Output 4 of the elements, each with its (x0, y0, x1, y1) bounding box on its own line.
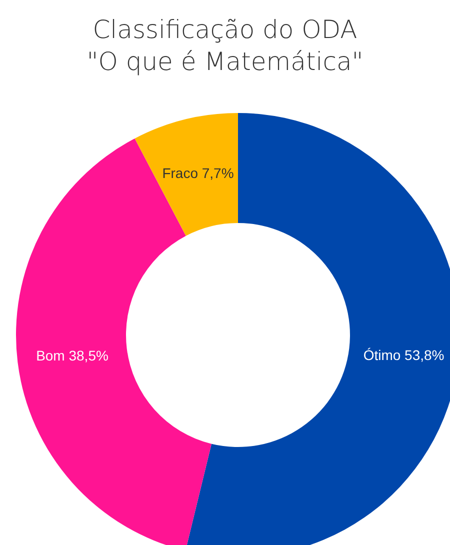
slice-label: Bom 38,5% (36, 347, 108, 364)
slice-label: Ótimo 53,8% (363, 346, 444, 363)
chart-title: Classificação do ODA "O que é Matemática" (86, 14, 364, 78)
slice-label: Fraco 7,7% (162, 164, 234, 181)
